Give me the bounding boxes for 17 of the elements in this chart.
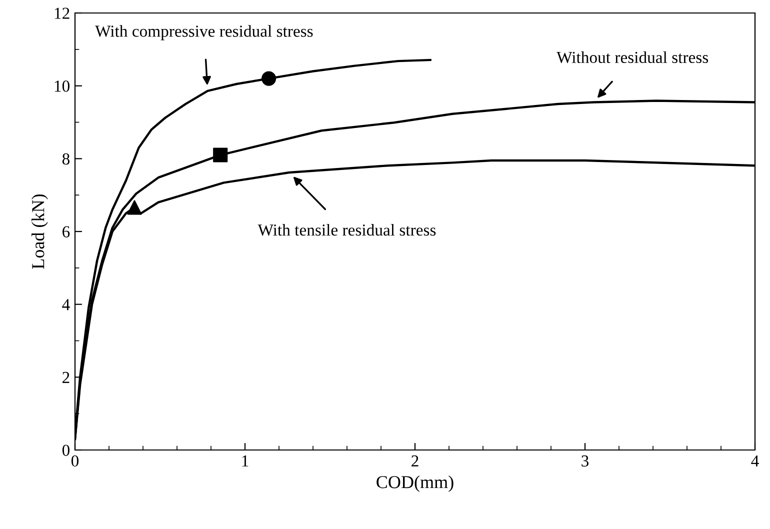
annotation: Without residual stress <box>556 51 708 64</box>
y-tick-label: 8 <box>62 153 70 165</box>
annotation: With tensile residual stress <box>258 224 436 236</box>
y-tick-label: 12 <box>54 8 70 19</box>
x-tick-label: 1 <box>242 455 248 466</box>
y-tick-label: 0 <box>62 444 70 456</box>
y-axis-title: Load (kN) <box>32 194 48 269</box>
x-tick-label: 4 <box>751 455 759 466</box>
annotation: With compressive residual stress <box>95 25 313 40</box>
y-tick-label: 2 <box>62 372 70 383</box>
x-tick-label: 2 <box>412 455 418 466</box>
x-tick-label: 0 <box>71 455 79 467</box>
y-tick-label: 6 <box>62 226 70 238</box>
y-tick-label: 10 <box>54 80 70 92</box>
y-tick-label: 4 <box>62 299 70 310</box>
x-tick-label: 3 <box>582 455 589 467</box>
x-axis-title: COD(mm) <box>376 476 454 492</box>
